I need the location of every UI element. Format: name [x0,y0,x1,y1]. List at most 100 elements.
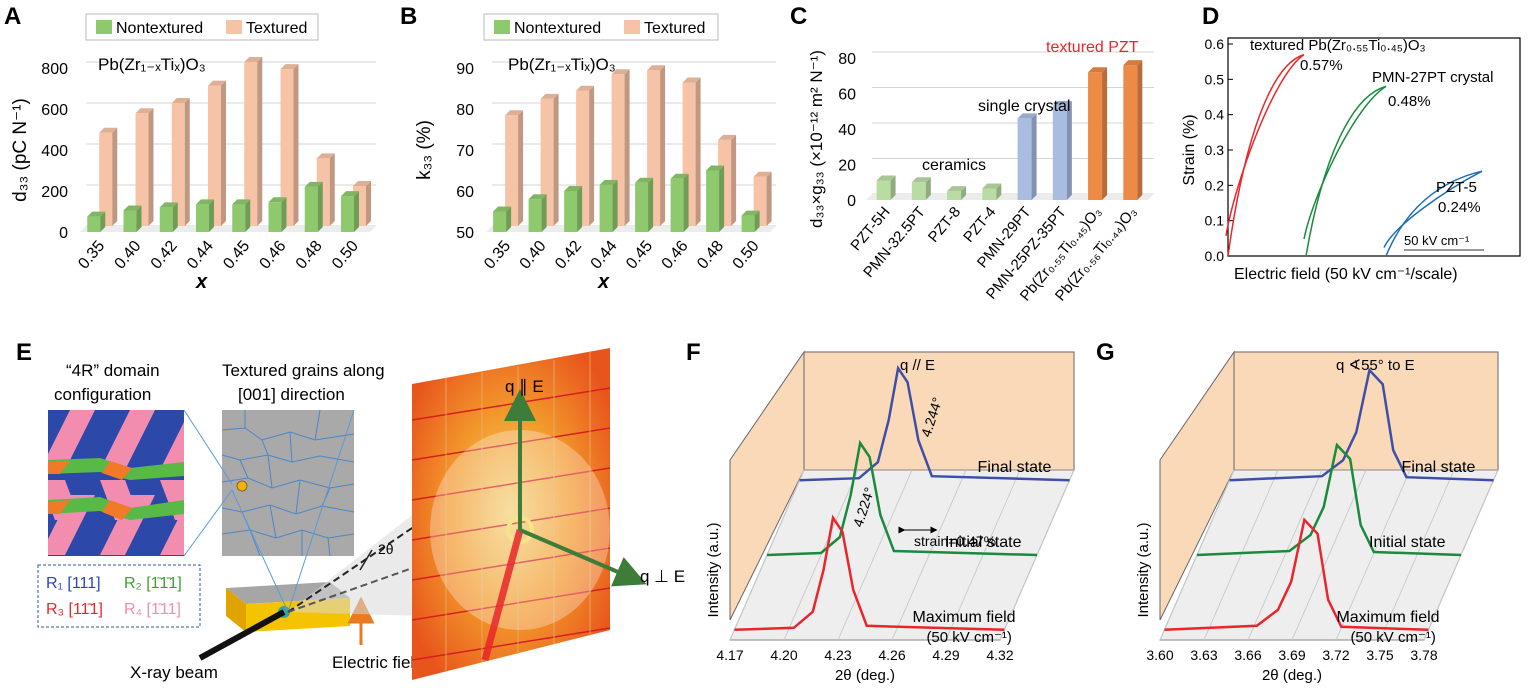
floor-gridline [1203,469,1279,641]
y-axis-label: d₃₃ (pC N⁻¹) [10,98,31,202]
x-tick-label: 0.50 [730,238,763,273]
x-tick-label: 3.66 [1234,647,1261,663]
y-tick-label: 60 [838,87,856,104]
y-tick-label: 0 [847,193,856,210]
panel-b-formula: Pb(Zr₁₋ₓTiₓ)O₃ [508,55,616,74]
bar-nontextured [528,194,547,232]
zoom-line-4 [287,409,355,613]
panel-g: G 3.60 3.63 3.66 3.69 3.72 3.75 3.78 2θ (deg.) I… [1096,339,1499,684]
x-tick-label: 3.60 [1146,647,1173,663]
series-max-label: 0.57% [1300,57,1343,74]
panel-e: E “4R” domain configuration Textured grai… [16,339,685,682]
x-tick-label: 0.45 [220,238,253,273]
y-axis-label: Intensity (a.u.) [705,522,722,617]
x-tick-label: 0.44 [184,238,217,273]
x-tick-label: 4.32 [986,647,1013,663]
detector-image [411,348,611,680]
x-tick-label: 0.40 [517,238,550,273]
legend-nontextured: Nontextured [116,20,203,37]
panel-b-bars [493,65,772,232]
strain-label: strain=0.47% [914,533,996,549]
bar-nontextured [741,210,760,232]
textured-grains-image [221,409,355,557]
panel-a-grid [80,61,376,232]
bar-textured [171,98,190,226]
strain-curve [1305,85,1387,257]
y-axis-label: Strain (%) [1181,114,1198,185]
x-tick-label: 4.23 [824,647,851,663]
y-axis-label: k₃₃ (%) [414,120,435,180]
legend-textured-b: Textured [644,20,705,37]
bar-textured [244,57,263,226]
legend-r4: R₄ [1̄11] [124,601,181,618]
panel-letter-b: B [400,3,417,30]
panel-letter-g: G [1096,339,1115,366]
scale-bar-label: 50 kV cm⁻¹ [1404,233,1470,248]
zoom-line-3 [231,489,289,613]
diffraction-trace [1229,367,1494,482]
series-label: textured Pb(Zr₀.₅₅Ti₀.₄₅)O₃ [1250,37,1426,54]
x-tick-label: 4.20 [770,647,797,663]
panel-b: B 50 60 70 80 90 0.35 0.40 0.42 0.44 0.45 0.46 0.48… [400,3,776,293]
diffraction-trace [1164,517,1429,632]
panel-g-corner-label: q ∢55° to E [1336,357,1415,374]
title-grains: Textured grains along [001] direction [222,361,385,404]
bar-nontextured [493,206,512,232]
x-tick-label: 0.48 [293,238,326,273]
x-axis-label: 2θ (deg.) [1262,667,1322,684]
trace-label: Maximum field [1336,609,1439,626]
trace-sublabel: (50 kV cm⁻¹) [926,629,1011,646]
trace-label: Maximum field [912,609,1015,626]
floor [486,226,776,232]
bar-textured [718,134,737,226]
bar-textured [135,108,154,226]
y-tick-label: 80 [456,102,474,119]
y-axis-label: d₃₃×g₃₃ (×10⁻¹² m² N⁻¹) [807,50,826,228]
panel-letter-d: D [1202,3,1219,30]
y-tick-label: 0.6 [1205,36,1225,52]
bar-c [1017,113,1037,200]
y-tick-label: 0.5 [1205,71,1225,87]
x-axis-label: x [195,271,208,293]
strain-curve [1227,53,1305,257]
x-tick-label: 0.45 [623,238,656,273]
bar-textured [208,80,226,226]
floor-gridline [1379,469,1455,641]
bar-c [1088,67,1108,200]
x-tick-label: 0.44 [588,238,621,273]
x-tick-label: 0.42 [148,238,181,273]
strain-curve [1225,53,1305,236]
floor-gridline [1247,469,1323,641]
panel-f-corner-label: q // E [900,357,935,374]
label-q-parallel: q ∥ E [505,377,544,396]
y-tick-label: 600 [41,102,68,119]
trace-label: Initial state [945,534,1022,551]
x-tick-label: 0.42 [552,238,585,273]
x-tick-label: 3.72 [1322,647,1349,663]
bar-nontextured [304,181,323,232]
bar-nontextured [670,173,689,232]
trace-label: Final state [978,459,1052,476]
floor [80,226,376,232]
y-tick-label: 20 [838,158,856,175]
series-label: PZT-5 [1436,179,1477,196]
trace-label: Initial state [1369,534,1446,551]
x-tick-label: 4.26 [878,647,905,663]
panel-d-frame [1227,37,1521,257]
bar-c [1123,60,1143,200]
trace-sublabel: (50 kV cm⁻¹) [1350,629,1435,646]
xray-beam [198,609,286,661]
diffraction-trace [799,364,1070,482]
floor-gridline [1335,469,1411,641]
bar-c [947,186,967,200]
x-tick-label: 0.50 [329,238,362,273]
bar-nontextured [564,186,583,232]
strain-curve [1383,170,1483,248]
label-electric-field: Electric field [332,653,424,672]
x-axis-label: x [597,271,610,293]
y-tick-label: 400 [41,143,68,160]
label-2theta: 2θ [378,541,394,557]
y-tick-label: 70 [456,143,474,160]
x-tick-label: 0.46 [257,238,290,273]
